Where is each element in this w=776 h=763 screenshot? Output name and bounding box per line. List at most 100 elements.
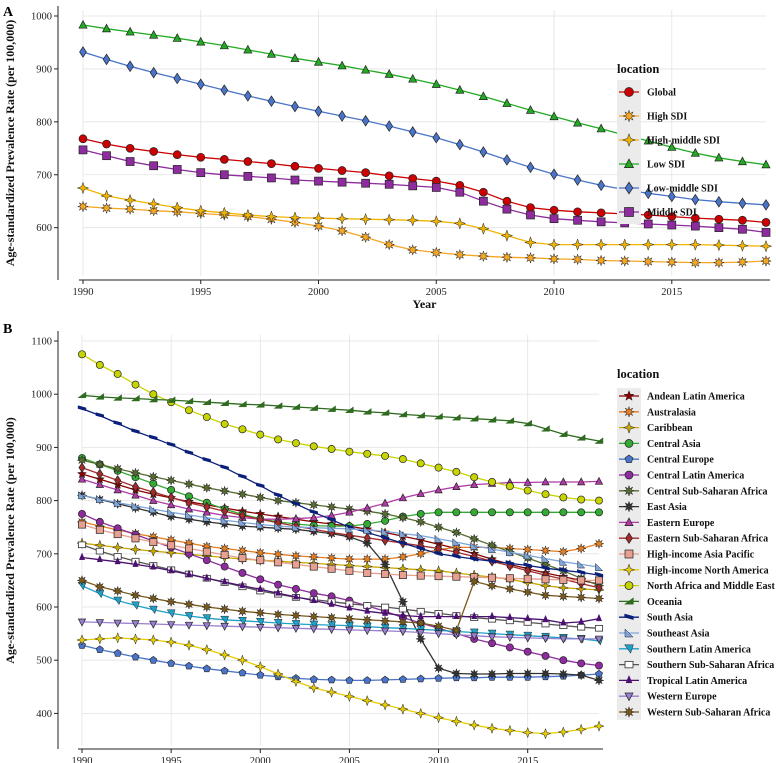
data-point-western-europe [77,618,87,627]
data-point-central-europe [256,670,265,679]
data-point-north-africa-and-middle-east [256,430,265,439]
data-point-central-sub-saharan-africa [94,458,106,470]
legend-key-marker [622,500,636,513]
data-point-western-europe [256,623,265,632]
data-point-tropical-latin-america [435,611,442,619]
data-point-southeast-asia [399,529,408,538]
data-point-western-europe [202,622,211,631]
data-point-southeast-asia [202,513,211,522]
data-point-central-latin-america [577,659,586,668]
data-point-high-income-asia-pacific [381,570,390,578]
data-point-tropical-latin-america [328,599,335,607]
data-point-south-asia [541,564,550,571]
legend-label: Low SDI [647,160,685,171]
data-point-western-sub-saharan-africa [129,589,142,601]
data-point-western-europe [238,623,247,632]
legend-label: Low-middle SDI [647,184,718,195]
legend-key-marker [625,674,633,684]
legend-item-high-income-north-america: High-income North America [619,563,769,576]
data-point-low-sdi [313,56,324,66]
data-point-oceania [558,430,568,437]
y-tick-label: 1100 [31,337,52,348]
data-point-tropical-latin-america [114,556,121,565]
data-point-east-asia [575,669,587,681]
data-point-tropical-latin-america [150,562,157,570]
x-tick-label: 2005 [339,756,360,763]
data-point-high-sdi [359,231,372,244]
data-point-north-africa-and-middle-east [309,442,318,451]
data-point-low-middle-sdi [267,95,276,108]
data-point-high-sdi [100,202,113,215]
data-point-north-africa-and-middle-east [95,360,104,369]
data-point-south-asia [576,569,586,575]
data-point-high-middle-sdi [241,208,255,222]
data-point-southern-latin-america [238,616,247,626]
data-point-central-asia [559,508,568,517]
data-point-middle-sdi [643,219,653,229]
data-point-low-sdi [714,152,724,162]
data-point-high-sdi [689,256,702,269]
data-point-south-asia [523,562,532,568]
data-point-high-middle-sdi [453,217,467,230]
data-point-north-africa-and-middle-east [505,482,514,491]
data-point-low-middle-sdi [408,126,417,138]
data-point-middle-sdi [149,161,159,171]
y-axis-title: Age-standardized Prevalence Rate (per 10… [3,20,17,267]
data-point-south-asia [487,558,497,564]
data-point-high-income-north-america [307,681,320,694]
data-point-north-africa-and-middle-east [220,420,229,428]
data-point-north-africa-and-middle-east [149,390,158,399]
data-point-eastern-sub-saharan-africa [595,582,603,594]
legend-item-oceania: Oceania [619,597,682,608]
data-point-western-sub-saharan-africa [593,592,605,605]
data-point-tropical-latin-america [595,613,603,622]
data-point-eastern-europe [149,495,158,504]
data-point-eastern-europe [345,507,354,516]
data-point-eastern-europe [594,476,604,485]
data-point-oceania [576,434,586,441]
data-point-oceania [451,413,461,421]
data-point-western-sub-saharan-africa [486,580,498,592]
y-tick-label: 500 [36,656,52,667]
data-point-western-europe [291,625,301,633]
data-point-high-middle-sdi [688,238,702,251]
data-point-southeast-asia [488,544,497,553]
data-point-high-income-north-america [468,719,480,731]
data-point-global [219,155,229,164]
series-southeast-asia [78,491,604,571]
data-point-high-income-north-america [236,654,249,666]
data-point-south-asia [469,555,479,562]
data-point-high-sdi [759,254,773,268]
data-point-low-sdi [573,117,583,127]
legend-key-marker [624,660,634,669]
series-low-middle-sdi [79,46,770,211]
data-point-australasia [575,542,587,555]
data-point-low-sdi [549,111,559,121]
legend-item-low-middle-sdi: Low-middle SDI [619,181,718,195]
data-point-southeast-asia [506,548,515,557]
data-point-central-sub-saharan-africa [129,467,142,479]
data-point-western-europe [220,622,229,631]
data-point-oceania [540,425,550,432]
data-point-eastern-sub-saharan-africa [417,540,425,552]
data-point-western-sub-saharan-africa [308,611,320,623]
data-point-low-middle-sdi [291,100,299,113]
panel-letter-b: B [3,322,12,337]
panel-a: A 600 700 800 900 1000 1990 1995 2000 2005 2010 201… [3,5,773,311]
data-point-central-europe [95,645,104,653]
data-point-tropical-latin-america [560,617,567,626]
data-point-oceania [237,400,247,408]
data-point-north-africa-and-middle-east [541,490,550,499]
data-point-east-asia [593,674,605,686]
data-point-western-europe [95,619,105,628]
data-point-low-sdi [361,64,371,74]
data-point-eastern-europe [452,482,461,490]
data-point-south-asia [220,464,229,471]
data-point-tropical-latin-america [78,552,86,560]
data-point-middle-sdi [290,175,300,185]
data-point-central-latin-america [541,651,550,660]
data-point-southeast-asia [131,501,140,510]
data-point-eastern-europe [523,477,532,486]
data-point-oceania [326,405,336,412]
data-point-oceania [505,417,515,424]
